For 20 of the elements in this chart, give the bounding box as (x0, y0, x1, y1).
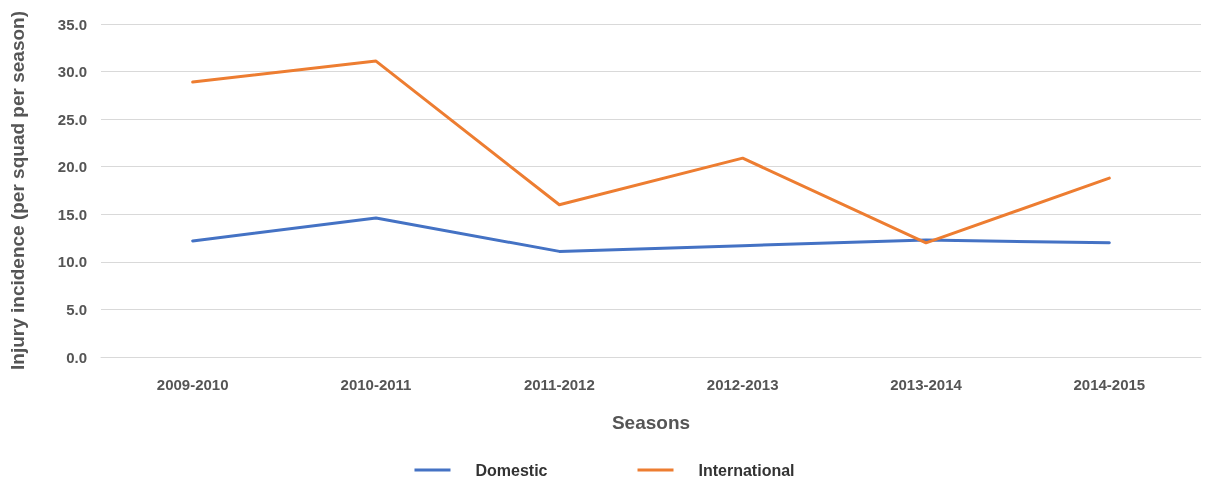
y-tick-label: 10.0 (57, 253, 87, 271)
x-tick-label: 2013-2014 (890, 376, 963, 393)
line-series (191, 216, 1111, 253)
x-tick-label: 2011-2012 (523, 376, 595, 393)
legend-label: International (698, 461, 795, 479)
legend-label: Domestic (475, 461, 548, 479)
line-series (191, 59, 1111, 245)
x-axis-title: Seasons (611, 412, 691, 433)
x-tick-label: 2012-2013 (706, 376, 779, 393)
y-tick-label: 20.0 (57, 158, 87, 176)
y-tick-label: 30.0 (57, 63, 87, 81)
y-tick-label: 35.0 (57, 15, 87, 33)
y-axis-title: Injury incidence (per squad per season) (7, 11, 28, 370)
x-tick-label: 2009-2010 (156, 376, 229, 393)
x-tick-label: 2014-2015 (1073, 376, 1146, 393)
y-tick-label: 15.0 (57, 205, 87, 223)
y-tick-label: 0.0 (66, 348, 87, 366)
x-tick-label: 2010-2011 (340, 376, 412, 393)
y-tick-label: 25.0 (57, 110, 87, 128)
y-tick-label: 5.0 (66, 300, 87, 318)
